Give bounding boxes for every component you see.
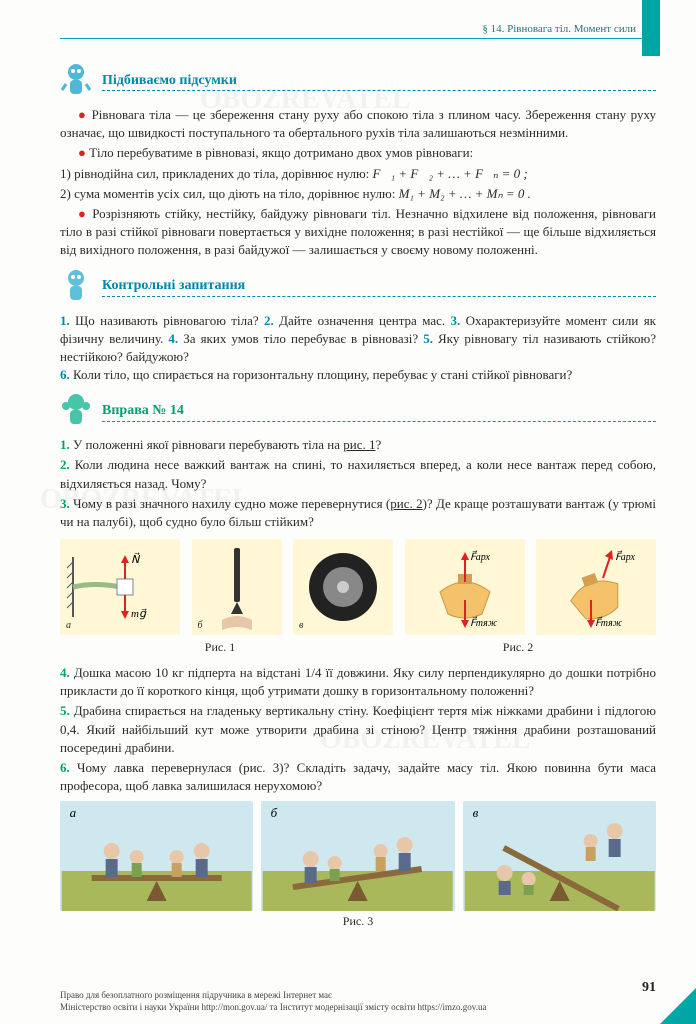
ex1-link: рис. 1	[343, 437, 375, 452]
svg-text:а: а	[70, 805, 77, 820]
footer-line2: Міністерство освіти і науки України http…	[60, 1001, 656, 1014]
ex2-text: Коли людина несе важкий вантаж на спині,…	[60, 457, 656, 490]
fig-1a: N⃗ mg⃗ а	[60, 539, 180, 635]
footer-line1: Право для безоплатного розміщення підруч…	[60, 989, 656, 1002]
fig-3b: б	[261, 801, 454, 911]
ex4: 4. Дошка масою 10 кг підперта на відстан…	[60, 664, 656, 700]
summary-cond2: 2) сума моментів усіх сил, що діють на т…	[60, 185, 656, 203]
ex3: 3. Чому в разі значного нахилу судно мож…	[60, 495, 656, 531]
svg-text:в: в	[472, 805, 478, 820]
questions-title: Контрольні запитання	[102, 276, 656, 297]
exercise-title: Вправа № 14	[102, 401, 656, 422]
figure-row-3: а б	[60, 801, 656, 911]
fig-label-a: а	[66, 619, 71, 633]
formula-1: F⃗₁ + F⃗₂ + … + F⃗ₙ = 0 ;	[373, 166, 528, 181]
page-content: Підбиваємо підсумки ● Рівновага тіла — ц…	[60, 54, 656, 936]
cond1-text: 1) рівнодійна сил, прикладених до тіла, …	[60, 166, 373, 181]
summary-p3-text: Розрізняють стійку, нестійку, байдужу рі…	[60, 206, 656, 257]
label-N: N⃗	[131, 552, 141, 566]
q6: Коли тіло, що спирається на горизонтальн…	[73, 367, 572, 382]
summary-cond1: 1) рівнодійна сил, прикладених до тіла, …	[60, 165, 656, 183]
fig-3a: а	[60, 801, 253, 911]
svg-text:б: б	[271, 805, 278, 820]
mascot-icon	[60, 268, 92, 306]
svg-text:F⃗тяж: F⃗тяж	[470, 616, 498, 629]
caption-r2: Рис. 2	[380, 639, 656, 656]
header-rule	[60, 38, 656, 39]
caption-r1: Рис. 1	[60, 639, 380, 656]
cond2-text: 2) сума моментів усіх сил, що діють на т…	[60, 186, 399, 201]
ex4-text: Дошка масою 10 кг підперта на відстані 1…	[60, 665, 656, 698]
chapter-ref: § 14. Рівновага тіл. Момент сили	[482, 22, 636, 37]
ex3a: Чому в разі значного нахилу судно може п…	[73, 496, 390, 511]
summary-title: Підбиваємо підсумки	[102, 71, 656, 92]
footer: Право для безоплатного розміщення підруч…	[60, 989, 656, 1014]
page-tab	[642, 0, 660, 56]
mascot-icon	[60, 62, 92, 100]
mascot-icon	[60, 392, 92, 430]
section-summary-head: Підбиваємо підсумки	[60, 62, 656, 100]
figure-row-1: N⃗ mg⃗ а б в	[60, 539, 656, 635]
fig-label-b: б	[198, 619, 203, 633]
questions-block: 1. Що називають рівновагою тіла? 2. Дайт…	[60, 312, 656, 385]
fig-2a: F⃗арх F⃗тяж	[405, 539, 525, 635]
ex6: 6. Чому лавка перевернулася (рис. 3)? Ск…	[60, 759, 656, 795]
section-exercise-head: Вправа № 14	[60, 392, 656, 430]
ex5: 5. Драбина спирається на гладеньку верти…	[60, 702, 656, 757]
ex2: 2. Коли людина несе важкий вантаж на спи…	[60, 456, 656, 492]
section-questions-head: Контрольні запитання	[60, 268, 656, 306]
svg-text:F⃗тяж: F⃗тяж	[595, 616, 623, 629]
fig-2b: F⃗арх F⃗тяж	[536, 539, 656, 635]
summary-p1-text: Рівновага тіла — це збереження стану рух…	[60, 107, 656, 140]
page-corner	[660, 988, 696, 1024]
ex3-link: рис. 2	[390, 496, 422, 511]
summary-p2a: Тіло перебуватиме в рівновазі, якщо дотр…	[89, 145, 473, 160]
fig-label-v: в	[299, 619, 303, 633]
fig-1v: в	[293, 539, 393, 635]
formula-2: M₁ + M₂ + … + Mₙ = 0 .	[399, 186, 531, 201]
label-mg: mg⃗	[131, 608, 147, 620]
svg-text:F⃗арх: F⃗арх	[470, 550, 491, 563]
fig-1b: б	[192, 539, 282, 635]
ex6-text: Чому лавка перевернулася (рис. 3)? Склад…	[60, 760, 656, 793]
summary-p3: ● Розрізняють стійку, нестійку, байдужу …	[60, 205, 656, 260]
svg-text:F⃗арх: F⃗арх	[615, 550, 636, 563]
fig-3v: в	[463, 801, 656, 911]
ex5-text: Драбина спирається на гладеньку вертикал…	[60, 703, 656, 754]
fig-captions-row: Рис. 1 Рис. 2	[60, 637, 656, 662]
q1: Що називають рівновагою тіла?	[75, 313, 264, 328]
summary-p2: ● Тіло перебуватиме в рівновазі, якщо до…	[60, 144, 656, 162]
q4: За яких умов тіло перебуває в рівновазі?	[183, 331, 423, 346]
caption-r3: Рис. 3	[60, 913, 656, 930]
ex1: 1. У положенні якої рівноваги перебувают…	[60, 436, 656, 454]
q2: Дайте означення центра мас.	[279, 313, 450, 328]
summary-p1: ● Рівновага тіла — це збереження стану р…	[60, 106, 656, 142]
ex1-text: У положенні якої рівноваги перебувають т…	[73, 437, 343, 452]
